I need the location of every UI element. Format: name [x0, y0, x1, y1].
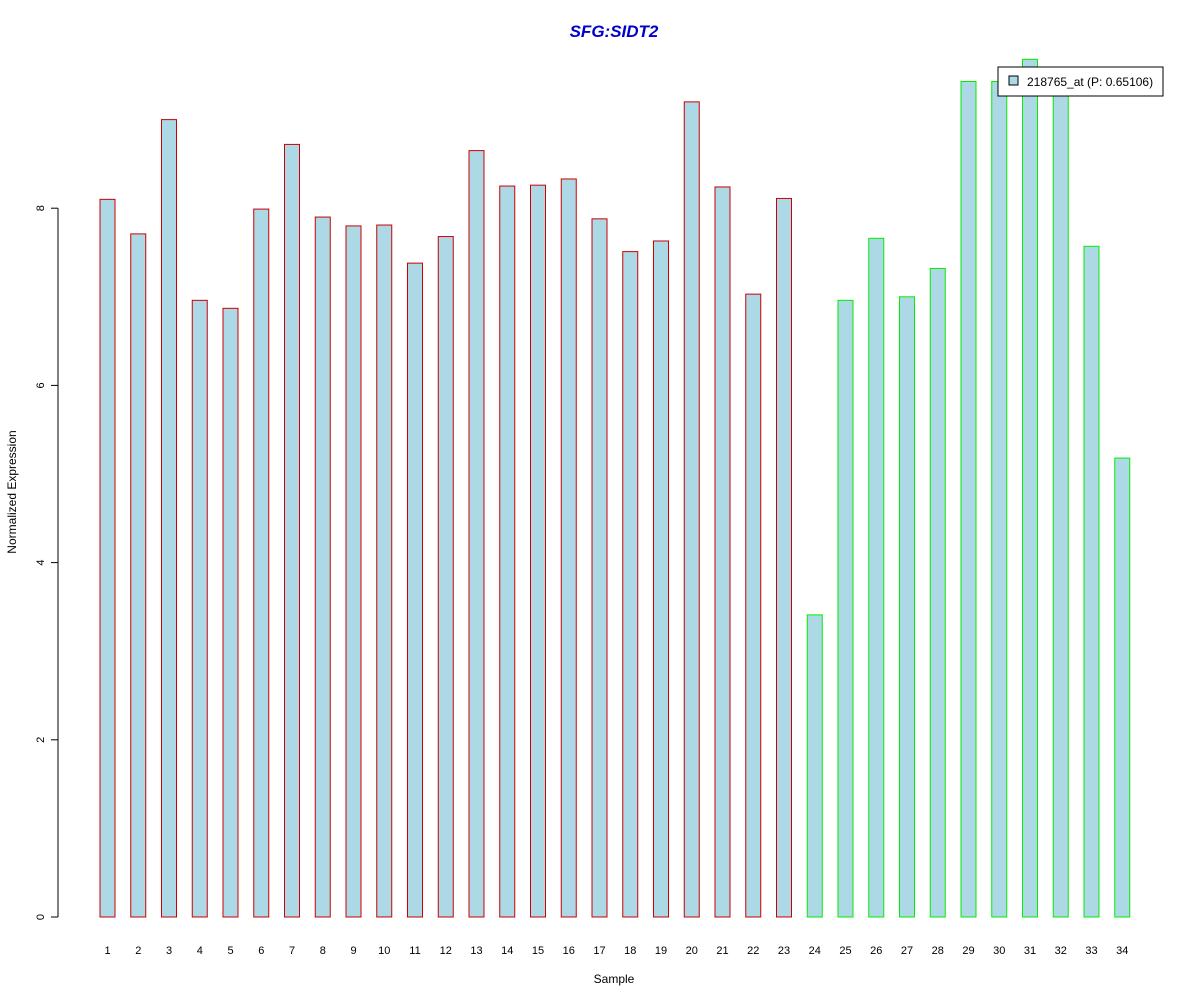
- bar-sample-5: [222, 307, 239, 918]
- bar-sample-33: [1083, 245, 1100, 918]
- x-axis-label: Sample: [594, 972, 635, 986]
- y-tick-label: 6: [35, 382, 47, 388]
- bar-sample-26: [868, 237, 885, 918]
- bar-sample-4: [191, 299, 208, 918]
- bar-sample-27: [899, 296, 915, 918]
- bar-sample-2: [130, 233, 147, 918]
- bar-sample-29: [960, 81, 977, 918]
- x-tick-label: 20: [686, 945, 698, 957]
- x-tick-label: 22: [747, 945, 759, 957]
- x-axis-tick-labels: 1 2 3 4 5 6 7 8 9 10 11 12 13 14 15 16 17 18 19 20 21 22 23 24 2…: [104, 945, 1128, 957]
- bar-sample-21: [714, 186, 731, 918]
- x-tick-label: 14: [501, 945, 513, 957]
- bars: [99, 58, 1131, 918]
- x-tick-label: 3: [166, 945, 172, 957]
- y-tick-label: 8: [35, 205, 47, 211]
- x-tick-label: 1: [104, 945, 110, 957]
- bar-sample-8: [314, 216, 331, 918]
- x-tick-label: 7: [289, 945, 295, 957]
- bar-sample-1: [99, 198, 116, 918]
- x-tick-label: 16: [563, 945, 575, 957]
- x-tick-label: 32: [1055, 945, 1067, 957]
- x-tick-label: 19: [655, 945, 667, 957]
- bar-sample-11: [407, 262, 423, 918]
- x-tick-label: 27: [901, 945, 913, 957]
- x-tick-label: 30: [993, 945, 1005, 957]
- x-tick-label: 17: [593, 945, 605, 957]
- x-tick-label: 33: [1085, 945, 1097, 957]
- x-tick-label: 13: [470, 945, 482, 957]
- x-tick-label: 26: [870, 945, 882, 957]
- x-tick-label: 4: [197, 945, 203, 957]
- y-tick-label: 0: [35, 914, 47, 920]
- bar-sample-13: [468, 150, 485, 918]
- bar-sample-3: [161, 119, 177, 918]
- x-tick-label: 21: [716, 945, 728, 957]
- x-tick-label: 9: [350, 945, 356, 957]
- legend-swatch: [1008, 75, 1019, 86]
- bar-sample-24: [806, 614, 823, 918]
- y-axis-label: Normalized Expression: [5, 430, 19, 553]
- x-tick-label: 15: [532, 945, 544, 957]
- bar-sample-30: [991, 81, 1008, 918]
- bar-sample-18: [622, 251, 639, 918]
- x-tick-label: 34: [1116, 945, 1128, 957]
- bar-sample-16: [560, 178, 577, 918]
- bar-sample-25: [837, 299, 854, 918]
- legend: 218765_at (P: 0.65106): [997, 66, 1164, 97]
- x-tick-label: 18: [624, 945, 636, 957]
- bar-sample-15: [530, 184, 546, 918]
- bar-sample-17: [591, 218, 608, 918]
- legend-entry: 218765_at (P: 0.65106): [1027, 75, 1153, 89]
- x-tick-label: 24: [809, 945, 821, 957]
- x-tick-label: 2: [135, 945, 141, 957]
- bar-sample-23: [776, 197, 792, 918]
- bar-sample-20: [683, 101, 700, 918]
- x-tick-label: 12: [440, 945, 452, 957]
- x-tick-label: 6: [258, 945, 264, 957]
- bar-sample-28: [929, 267, 946, 918]
- bar-sample-22: [745, 293, 762, 918]
- bar-sample-10: [376, 224, 393, 918]
- y-tick-label: 4: [35, 560, 47, 566]
- y-axis: 0 2 4 6 8: [35, 205, 59, 920]
- bar-sample-34: [1114, 457, 1131, 918]
- x-tick-label: 28: [932, 945, 944, 957]
- x-tick-label: 10: [378, 945, 390, 957]
- chart-title: SFG:SIDT2: [570, 22, 659, 41]
- x-tick-label: 5: [227, 945, 233, 957]
- x-tick-label: 31: [1024, 945, 1036, 957]
- bar-sample-31: [1022, 58, 1038, 918]
- bar-sample-9: [345, 225, 362, 918]
- bar-sample-14: [499, 185, 516, 918]
- bar-sample-32: [1052, 85, 1069, 918]
- x-tick-label: 23: [778, 945, 790, 957]
- x-tick-label: 11: [409, 945, 420, 957]
- bar-sample-7: [284, 143, 300, 918]
- bar-sample-12: [437, 236, 454, 918]
- y-tick-label: 2: [35, 737, 47, 743]
- bar-sample-19: [653, 240, 669, 918]
- x-tick-label: 29: [962, 945, 974, 957]
- legend-box: [997, 66, 1164, 97]
- x-tick-label: 8: [320, 945, 326, 957]
- bar-sample-6: [253, 208, 270, 918]
- x-tick-label: 25: [839, 945, 851, 957]
